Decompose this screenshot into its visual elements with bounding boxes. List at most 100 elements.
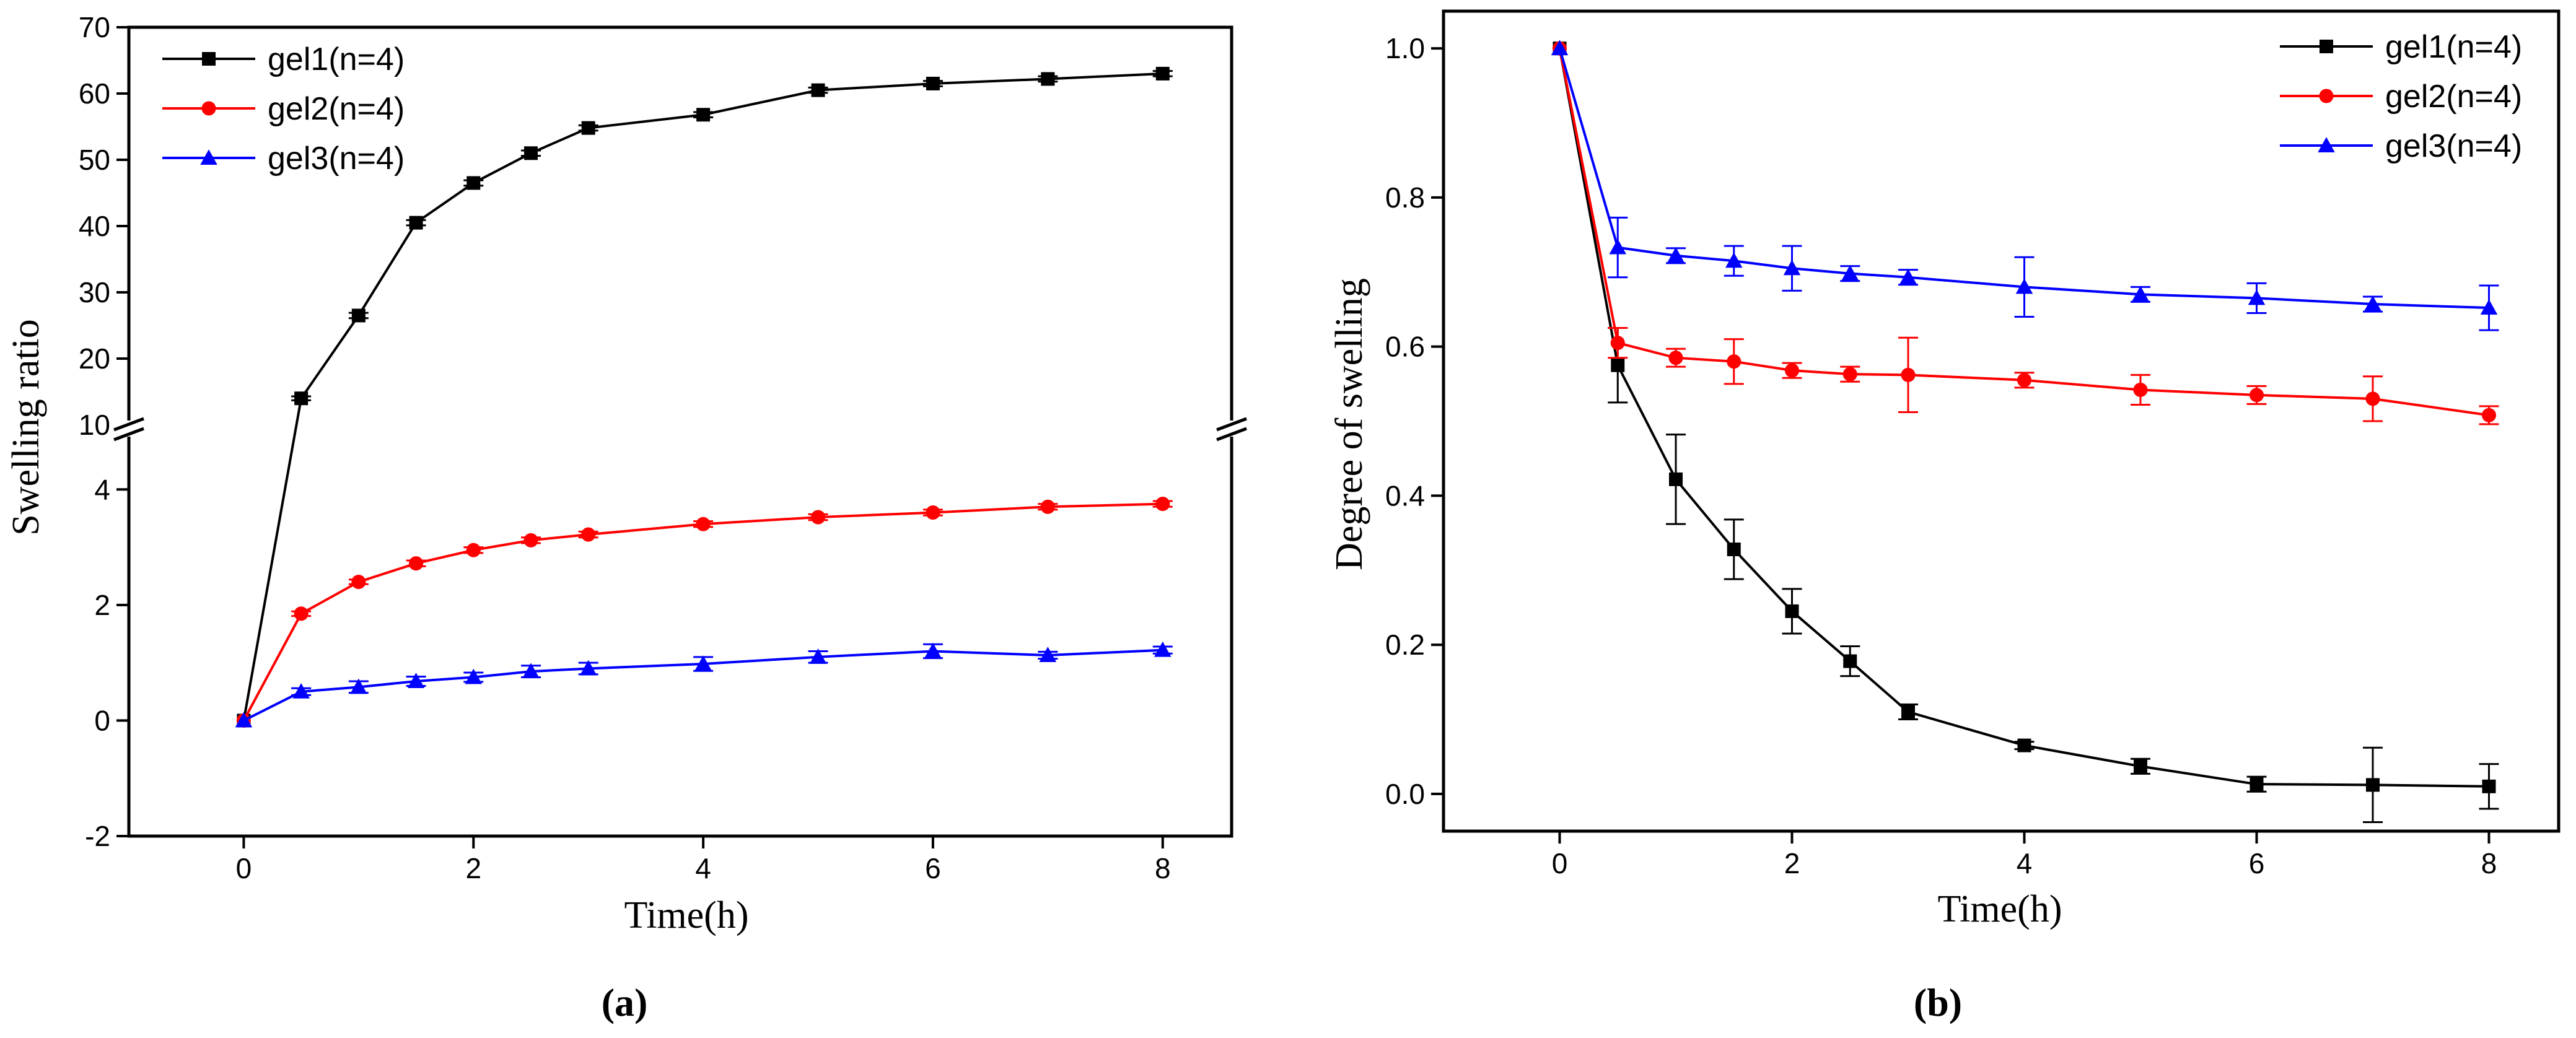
y-tick-label: 10	[79, 409, 110, 441]
data-point	[201, 101, 216, 116]
data-point	[696, 517, 711, 531]
data-point	[407, 673, 425, 688]
series-1	[237, 66, 1173, 728]
data-point	[1901, 705, 1915, 719]
series-3	[1551, 40, 2499, 331]
data-point	[1784, 363, 1800, 378]
data-point	[294, 606, 309, 621]
data-point	[2481, 408, 2497, 422]
data-point	[696, 108, 711, 122]
data-point	[466, 543, 481, 557]
y-tick-label: 40	[79, 210, 110, 242]
data-point	[1899, 268, 1917, 284]
data-point	[1785, 604, 1799, 618]
data-point	[1901, 367, 1916, 382]
data-point	[2365, 391, 2380, 406]
data-point	[2249, 388, 2264, 403]
data-point	[235, 712, 253, 728]
data-point	[581, 527, 596, 542]
data-point	[581, 121, 595, 135]
legend-label: gel2(n=4)	[2385, 79, 2522, 115]
data-point	[926, 76, 940, 90]
data-point	[694, 655, 712, 671]
data-point	[809, 648, 827, 664]
data-point	[1727, 354, 1741, 369]
data-point	[350, 678, 367, 694]
data-point	[200, 149, 217, 165]
data-point	[202, 52, 216, 66]
data-point	[1551, 40, 1569, 56]
x-tick-label: 0	[236, 852, 252, 884]
data-point	[1154, 641, 1172, 657]
data-point	[2248, 289, 2266, 305]
series-line	[242, 72, 1163, 721]
data-point	[811, 83, 825, 97]
y-tick-label: -2	[85, 820, 110, 852]
legend-label: gel3(n=4)	[2385, 128, 2522, 164]
data-point	[2318, 137, 2335, 152]
y-tick-label: 70	[79, 11, 110, 43]
data-point	[1611, 358, 1625, 372]
series-2	[236, 497, 1173, 728]
data-point	[2015, 278, 2033, 294]
data-point	[1609, 238, 1626, 255]
data-point	[294, 391, 309, 406]
data-point	[926, 505, 940, 520]
x-tick-label: 4	[695, 852, 711, 884]
data-point	[351, 308, 366, 323]
panel-label: (b)	[1914, 980, 1962, 1024]
data-point	[465, 668, 482, 684]
data-point	[2482, 779, 2496, 793]
legend-label: gel2(n=4)	[268, 91, 405, 127]
data-point	[2364, 295, 2381, 312]
data-point	[1842, 367, 1857, 382]
data-point	[351, 574, 366, 590]
y-tick-label: 0.4	[1385, 479, 1425, 512]
x-axis-title: Time(h)	[1938, 888, 2062, 930]
data-point	[408, 556, 424, 571]
legend-label: gel1(n=4)	[2385, 29, 2522, 65]
data-point	[1155, 66, 1170, 81]
y-tick-label: 30	[79, 276, 110, 308]
y-tick-label: 2	[94, 589, 110, 621]
series-line	[243, 648, 1163, 722]
panel-label: (a)	[602, 980, 648, 1024]
series-line	[1558, 48, 2489, 788]
plot-frame	[1442, 9, 2561, 833]
data-point	[409, 216, 423, 230]
axis-break-mark	[1216, 427, 1247, 442]
data-point	[1041, 72, 1055, 86]
data-point	[467, 176, 481, 190]
data-point	[292, 683, 310, 699]
y-tick-label: 0	[94, 704, 110, 736]
series-line	[242, 502, 1163, 722]
data-point	[2133, 382, 2148, 397]
data-point	[2320, 40, 2333, 53]
data-point	[522, 663, 540, 679]
x-tick-label: 8	[1155, 852, 1171, 884]
x-tick-label: 6	[2249, 847, 2265, 879]
axis-break-mark	[113, 427, 144, 442]
x-tick-label: 0	[1552, 847, 1568, 879]
y-tick-label: 0.8	[1385, 181, 1425, 214]
data-point	[524, 533, 538, 547]
panel-b: Degree of swelling Time(h) (b) 0 2 4 6 8 0.0 0…	[1328, 9, 2561, 1024]
series-3	[235, 641, 1173, 728]
data-point	[1841, 264, 1859, 281]
x-tick-label: 2	[465, 852, 481, 884]
y-axis-title: Swelling ratio	[5, 319, 47, 536]
data-point	[1783, 260, 1801, 276]
y-tick-label: 60	[79, 77, 110, 110]
data-point	[1668, 351, 1683, 365]
x-tick-label: 6	[925, 852, 941, 884]
axis-break-mark	[1216, 417, 1247, 432]
legend-label: gel1(n=4)	[268, 41, 405, 77]
data-point	[524, 146, 538, 160]
data-point	[1610, 336, 1625, 351]
data-point	[1155, 497, 1170, 512]
y-tick-label: 20	[79, 342, 110, 375]
data-point	[2132, 286, 2149, 302]
data-point	[2134, 759, 2147, 774]
data-point	[1669, 472, 1683, 486]
x-tick-label: 8	[2481, 847, 2497, 879]
